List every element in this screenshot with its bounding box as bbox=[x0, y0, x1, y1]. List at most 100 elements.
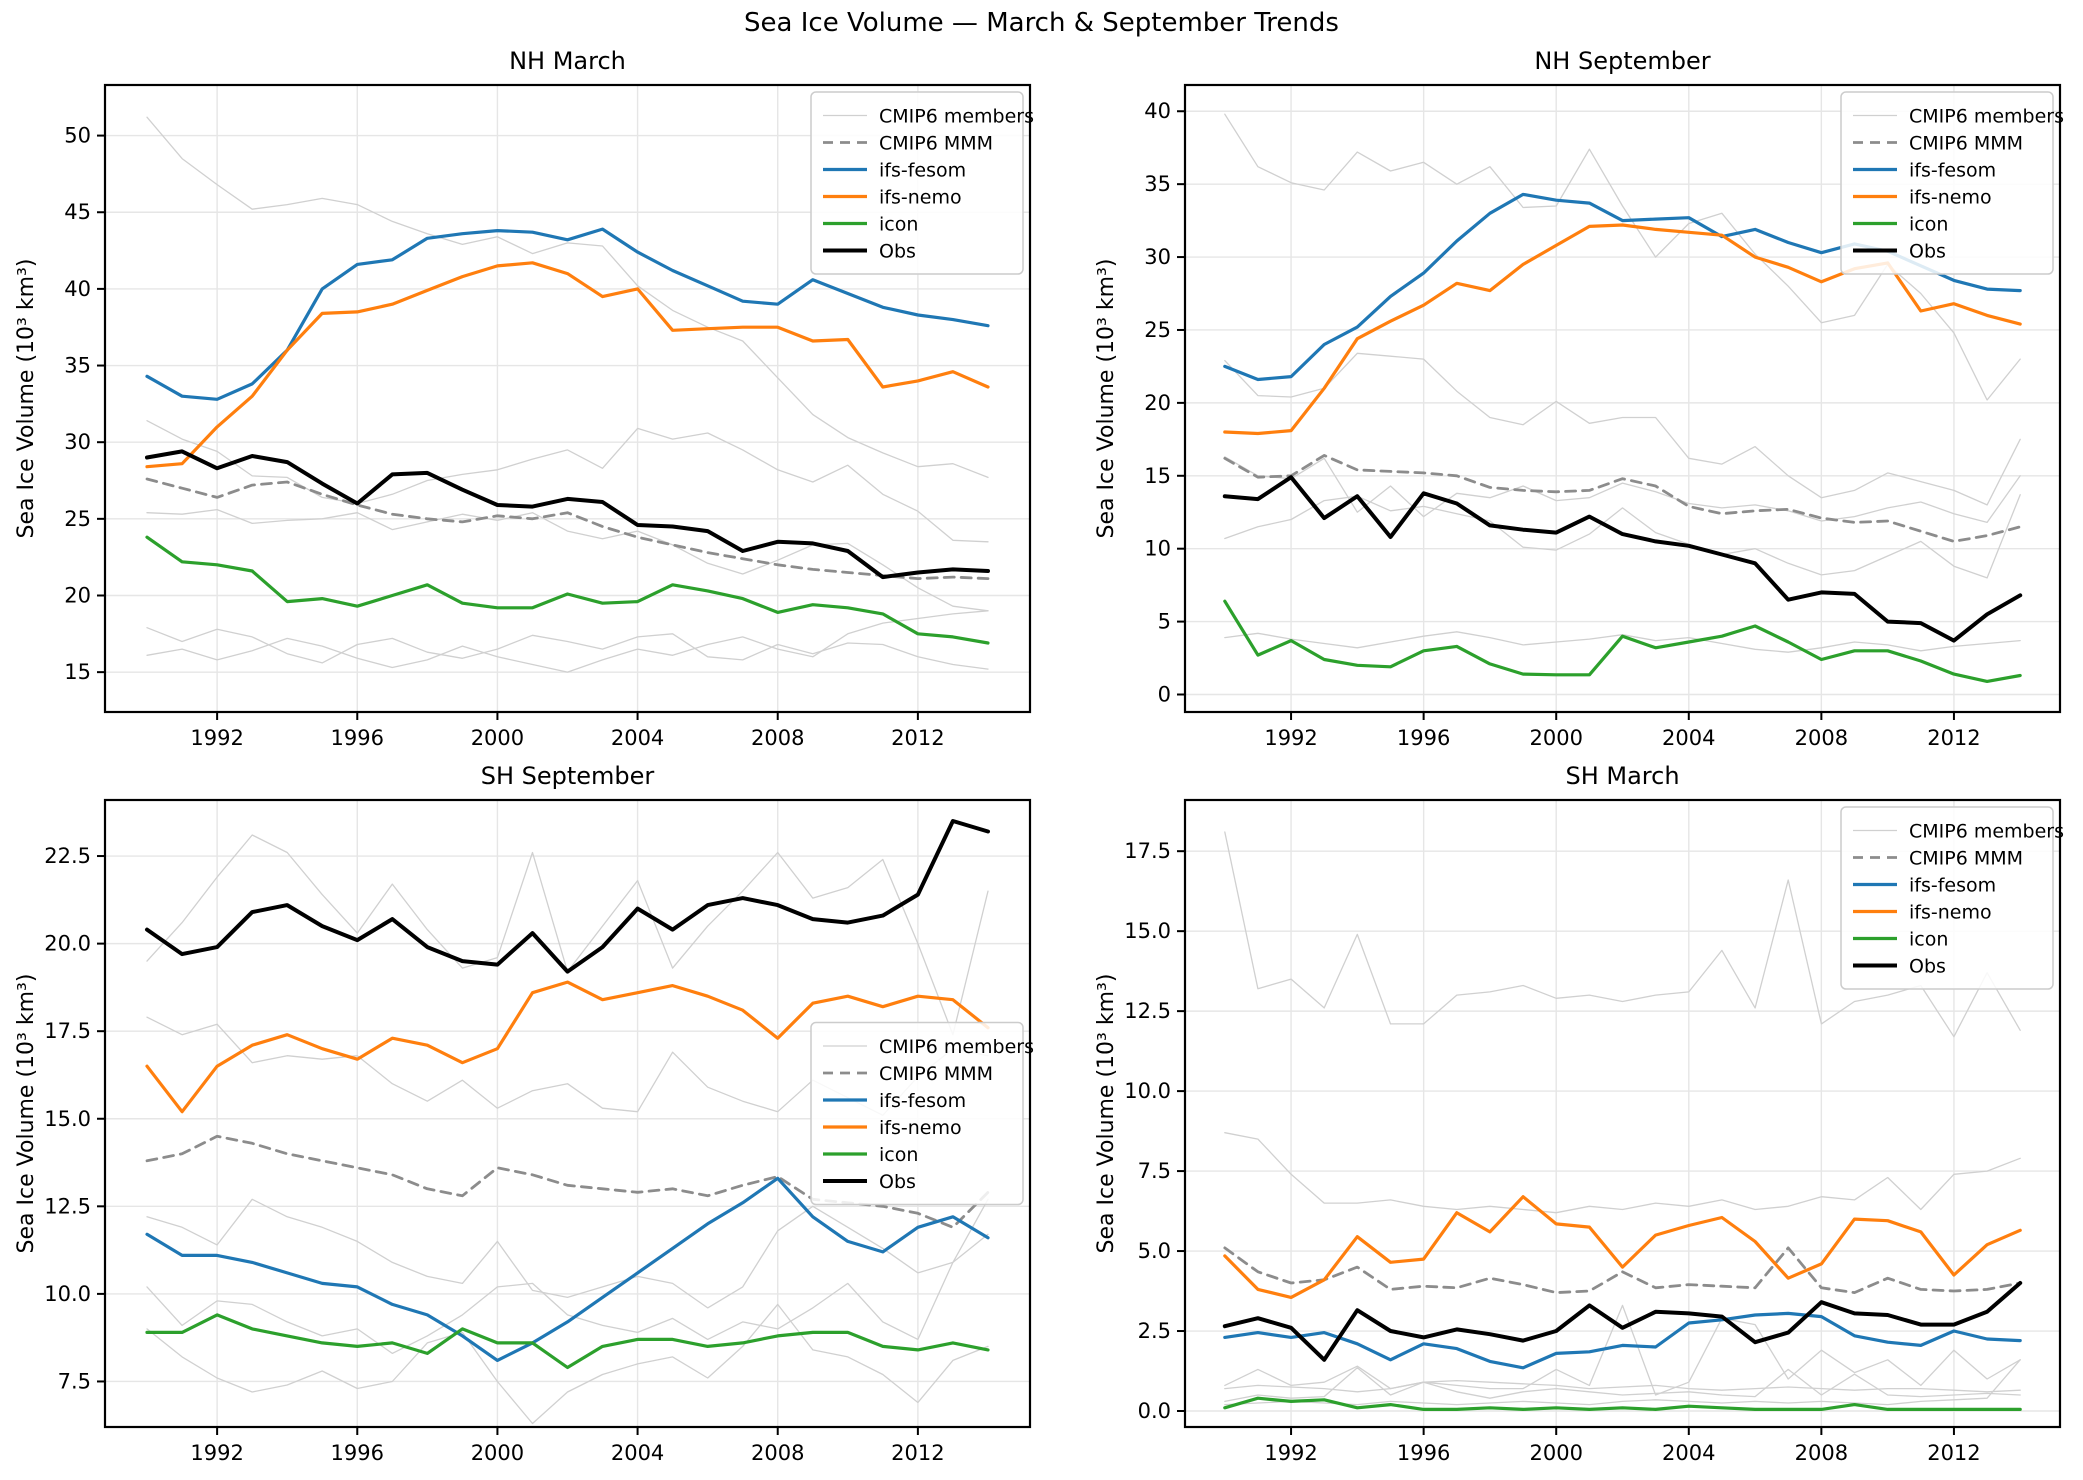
x-tick-label: 2012 bbox=[891, 1441, 944, 1465]
legend-label-cmip6-mmm: CMIP6 MMM bbox=[879, 133, 993, 155]
y-tick-label: 5 bbox=[1158, 610, 1171, 634]
x-tick-label: 2012 bbox=[1927, 1441, 1980, 1465]
series-ifs-nemo-line bbox=[145, 980, 990, 1114]
series-member-2-line bbox=[146, 420, 989, 543]
series-obs-line bbox=[1222, 475, 2023, 643]
x-tick-label: 2000 bbox=[471, 1441, 524, 1465]
legend-label-ifs-fesom: ifs-fesom bbox=[879, 160, 966, 182]
legend-label-icon: icon bbox=[1909, 929, 1948, 951]
series-cmip6-mmm-line bbox=[145, 477, 990, 580]
y-tick-label: 7.5 bbox=[1138, 1159, 1171, 1183]
series-obs-line bbox=[145, 449, 990, 580]
x-tick-label: 2008 bbox=[751, 1441, 804, 1465]
x-tick-label: 2004 bbox=[1662, 726, 1715, 750]
y-axis-label: Sea Ice Volume (10³ km³) bbox=[14, 259, 39, 539]
y-tick-label: 10.0 bbox=[1124, 1079, 1171, 1103]
legend-label-icon: icon bbox=[879, 1144, 918, 1166]
x-tick-label: 2004 bbox=[611, 1441, 664, 1465]
series-member-5-line bbox=[1224, 1367, 2021, 1403]
legend-label-obs: Obs bbox=[879, 1171, 916, 1193]
y-tick-label: 50 bbox=[64, 124, 91, 148]
y-tick-label: 35 bbox=[64, 354, 91, 378]
legend-label-cmip6-mmm: CMIP6 MMM bbox=[879, 1063, 993, 1085]
x-tick-label: 2012 bbox=[1927, 726, 1980, 750]
y-tick-label: 5.0 bbox=[1138, 1239, 1171, 1263]
series-member-4-line bbox=[146, 627, 989, 670]
series-member-3-line bbox=[146, 1198, 989, 1309]
y-tick-label: 45 bbox=[64, 200, 91, 224]
chart-sh-march: 1992 1996 2000 2004 2008 2012 0.0 2.5 5.0 7.5 10.0… bbox=[1094, 762, 2064, 1465]
legend-label-obs: Obs bbox=[1909, 956, 1946, 978]
x-tick-label: 2004 bbox=[1662, 1441, 1715, 1465]
legend-box bbox=[1840, 806, 2054, 990]
y-tick-label: 15 bbox=[1144, 464, 1171, 488]
legend: CMIP6 members CMIP6 MMM ifs-fesom ifs-nemo i… bbox=[810, 1021, 1034, 1206]
series-cmip6-mmm-line bbox=[1223, 453, 2022, 543]
y-tick-label: 0 bbox=[1158, 683, 1171, 707]
series-member-2-line bbox=[1224, 1132, 2021, 1214]
y-tick-label: 20.0 bbox=[44, 932, 91, 956]
x-tick-label: 1992 bbox=[190, 726, 243, 750]
legend-label-obs: Obs bbox=[1909, 241, 1946, 263]
legend-label-cmip6-members: CMIP6 members bbox=[1909, 821, 2064, 843]
y-tick-label: 40 bbox=[64, 277, 91, 301]
series-member-5-line bbox=[146, 1303, 989, 1425]
x-tick-label: 1992 bbox=[190, 1441, 243, 1465]
y-tick-label: 7.5 bbox=[58, 1369, 91, 1393]
y-tick-label: 40 bbox=[1144, 99, 1171, 123]
legend-label-ifs-fesom: ifs-fesom bbox=[879, 1090, 966, 1112]
x-tick-label: 2000 bbox=[471, 726, 524, 750]
y-tick-label: 0.0 bbox=[1138, 1399, 1171, 1423]
legend-label-ifs-nemo: ifs-nemo bbox=[1909, 187, 1992, 209]
y-tick-label: 22.5 bbox=[44, 844, 91, 868]
y-tick-label: 2.5 bbox=[1138, 1319, 1171, 1343]
x-tick-label: 2004 bbox=[611, 726, 664, 750]
y-axis-label: Sea Ice Volume (10³ km³) bbox=[1094, 974, 1119, 1254]
x-tick-label: 1996 bbox=[331, 1441, 384, 1465]
legend-label-obs: Obs bbox=[879, 241, 916, 263]
x-tick-label: 2008 bbox=[1795, 1441, 1848, 1465]
y-tick-label: 30 bbox=[1144, 245, 1171, 269]
x-tick-label: 1996 bbox=[1397, 1441, 1450, 1465]
chart-nh-september: 1992 1996 2000 2004 2008 2012 0 5 10 15 20 25 30 35 40… bbox=[1094, 47, 2064, 750]
series-icon-line bbox=[145, 535, 990, 645]
figure-title: Sea Ice Volume — March & September Trend… bbox=[744, 8, 1339, 38]
series-obs-line bbox=[145, 819, 990, 974]
series-member-1-line bbox=[146, 834, 989, 1036]
legend-label-cmip6-members: CMIP6 members bbox=[879, 1036, 1034, 1058]
series-member-4-line bbox=[146, 1233, 989, 1355]
legend-label-ifs-fesom: ifs-fesom bbox=[1909, 160, 1996, 182]
y-tick-label: 12.5 bbox=[44, 1194, 91, 1218]
legend-label-icon: icon bbox=[1909, 214, 1948, 236]
series-member-6-line bbox=[1224, 1359, 2021, 1406]
y-tick-label: 20 bbox=[1144, 391, 1171, 415]
y-tick-label: 25 bbox=[1144, 318, 1171, 342]
series-member-3-line bbox=[146, 508, 989, 612]
x-tick-label: 1992 bbox=[1264, 1441, 1317, 1465]
series-member-3-line bbox=[1224, 456, 2021, 524]
y-tick-label: 35 bbox=[1144, 172, 1171, 196]
y-tick-label: 10 bbox=[1144, 537, 1171, 561]
series-ifs-fesom-line bbox=[145, 1176, 990, 1363]
series-icon-line bbox=[145, 1313, 990, 1370]
y-axis-label: Sea Ice Volume (10³ km³) bbox=[14, 974, 39, 1254]
chart-sh-september: 1992 1996 2000 2004 2008 2012 7.5 10.0 12.5 15.0 1… bbox=[14, 762, 1034, 1465]
plot-frame bbox=[1183, 83, 2062, 714]
series-icon-line bbox=[1223, 1396, 2022, 1412]
legend-label-cmip6-mmm: CMIP6 MMM bbox=[1909, 848, 2023, 870]
legend-box bbox=[810, 1021, 1024, 1206]
legend-label-icon: icon bbox=[879, 214, 918, 236]
series-member-3-line bbox=[1224, 1304, 2021, 1396]
chart-title: NH March bbox=[509, 47, 626, 75]
x-tick-label: 2008 bbox=[751, 726, 804, 750]
legend-label-cmip6-members: CMIP6 members bbox=[1909, 106, 2064, 128]
y-tick-label: 20 bbox=[64, 583, 91, 607]
x-tick-label: 2012 bbox=[891, 726, 944, 750]
chart-nh-march: 1992 1996 2000 2004 2008 2012 15 20 25 30 35 40 45 50… bbox=[14, 47, 1034, 750]
plot-frame bbox=[103, 83, 1032, 714]
series-member-2-line bbox=[1224, 352, 2021, 506]
plot-frame bbox=[1183, 798, 2062, 1429]
x-tick-label: 1992 bbox=[1264, 726, 1317, 750]
series-obs-line bbox=[1222, 1281, 2023, 1362]
